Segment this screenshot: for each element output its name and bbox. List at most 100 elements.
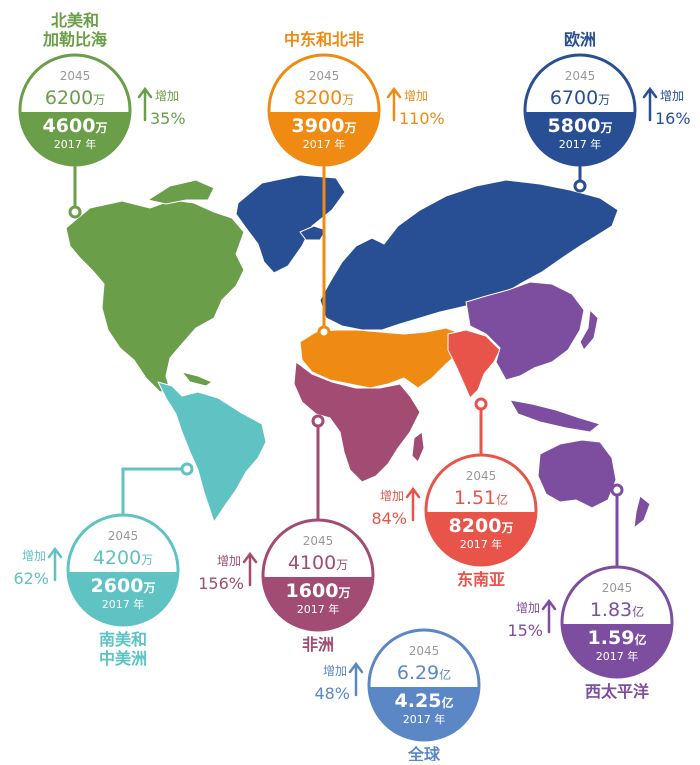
- global-current-value-line: 4.25亿: [395, 690, 454, 712]
- africa-future-value: 4100: [288, 552, 336, 574]
- mena-increase-percent: 110%: [399, 109, 445, 128]
- southeast-asia-current-value: 8200: [449, 515, 502, 537]
- western-pacific-current-value: 1.59: [588, 627, 635, 649]
- africa-future-year: 2045: [303, 534, 334, 548]
- south-america-current-unit: 万: [142, 581, 155, 595]
- southeast-asia-current-value-line: 8200万: [449, 515, 514, 537]
- map-region-europe: [319, 179, 619, 331]
- global-future-unit: 亿: [439, 667, 451, 682]
- south-america-connector-line: [121, 467, 187, 515]
- global-increase-label: 增加: [323, 664, 347, 678]
- north-america-circle-outline: [18, 53, 132, 167]
- mena-future-value: 8200: [294, 87, 342, 109]
- north-america-increase-percent: 35%: [150, 109, 186, 128]
- mena-location-dot: [317, 325, 331, 339]
- southeast-asia-increase-label: 增加: [380, 489, 404, 503]
- africa-name-line-1: 非洲: [302, 635, 334, 654]
- south-america-future-unit: 万: [141, 553, 153, 567]
- mena-current-value: 3900: [292, 115, 345, 137]
- southeast-asia-future-value-line: 1.51亿: [454, 487, 508, 509]
- north-america-future-value-line: 6200万: [45, 87, 105, 109]
- europe-increase-label: 增加: [660, 89, 684, 103]
- southeast-asia-current-year: 2017 年: [460, 537, 503, 551]
- western-pacific-current-year: 2017 年: [596, 649, 639, 663]
- map-region-southeast-asia: [447, 329, 501, 399]
- up-arrow-icon: [541, 598, 557, 634]
- africa-current-value: 1600: [286, 580, 339, 602]
- north-america-current-unit: 万: [94, 121, 107, 135]
- north-america-future-year: 2045: [60, 69, 91, 83]
- western-pacific-future-value-line: 1.83亿: [590, 599, 644, 621]
- europe-current-year: 2017 年: [559, 137, 602, 151]
- europe-increase-percent: 16%: [655, 109, 691, 128]
- europe-name-line-1: 欧洲: [564, 30, 596, 49]
- mena-current-year: 2017 年: [303, 137, 346, 151]
- europe-current-value: 5800: [548, 115, 601, 137]
- southeast-asia-future-year: 2045: [466, 469, 497, 483]
- south-america-current-value: 2600: [91, 575, 144, 597]
- north-america-name-line-2: 加勒比海: [42, 30, 107, 49]
- map-region-japan: [579, 309, 599, 351]
- up-arrow-icon: [348, 661, 364, 697]
- north-america-current-year: 2017 年: [54, 137, 97, 151]
- north-america-future-value: 6200: [45, 87, 93, 109]
- south-america-circle-outline: [66, 513, 180, 627]
- europe-current-value-line: 5800万: [548, 115, 613, 137]
- global-circle-outline: [367, 628, 481, 742]
- africa-increase-label: 增加: [217, 554, 241, 568]
- south-america-increase-percent: 62%: [13, 569, 49, 588]
- mena-future-year: 2045: [309, 69, 340, 83]
- europe-current-unit: 万: [599, 121, 612, 135]
- map-region-mena: [299, 327, 463, 389]
- global-future-year: 2045: [409, 644, 440, 658]
- north-america-increase-label: 增加: [155, 89, 179, 103]
- south-america-current-year: 2017 年: [102, 597, 145, 611]
- southeast-asia-current-unit: 万: [500, 521, 513, 535]
- south-america-future-year: 2045: [108, 529, 139, 543]
- africa-future-value-line: 4100万: [288, 552, 348, 574]
- western-pacific-increase-percent: 15%: [507, 621, 543, 640]
- connector-lines: [68, 165, 624, 567]
- south-america-future-value-line: 4200万: [93, 547, 153, 569]
- map-region-caribbean: [181, 371, 213, 387]
- mena-future-value-line: 8200万: [294, 87, 354, 109]
- western-pacific-current-unit: 亿: [634, 632, 646, 647]
- up-arrow-icon: [642, 86, 658, 122]
- mena-current-unit: 万: [343, 121, 356, 135]
- north-america-location-dot: [68, 205, 82, 219]
- map-region-arctic-islands: [147, 179, 215, 205]
- southeast-asia-circle-outline: [424, 453, 538, 567]
- africa-current-year: 2017 年: [297, 602, 340, 616]
- western-pacific-name-line-1: 西太平洋: [585, 682, 649, 701]
- up-arrow-icon: [405, 486, 421, 522]
- south-america-current-value-line: 2600万: [91, 575, 156, 597]
- map-region-east-asia: [465, 281, 585, 381]
- global-current-year: 2017 年: [403, 712, 446, 726]
- southeast-asia-location-dot: [474, 397, 488, 411]
- africa-current-value-line: 1600万: [286, 580, 351, 602]
- africa-current-unit: 万: [337, 586, 350, 600]
- europe-circle-outline: [523, 53, 637, 167]
- up-arrow-icon: [137, 86, 153, 122]
- north-america-future-unit: 万: [93, 93, 105, 107]
- southeast-asia-name-line-1: 东南亚: [457, 570, 505, 589]
- western-pacific-circle-outline: [560, 565, 674, 679]
- mena-future-unit: 万: [342, 93, 354, 107]
- africa-location-dot: [311, 414, 325, 428]
- map-region-australia: [537, 439, 617, 509]
- south-america-increase-label: 增加: [22, 549, 46, 563]
- world-map: [65, 174, 651, 529]
- southeast-asia-increase-percent: 84%: [371, 509, 407, 528]
- europe-location-dot: [573, 179, 587, 193]
- western-pacific-future-unit: 亿: [632, 604, 644, 619]
- western-pacific-future-year: 2045: [602, 581, 633, 595]
- western-pacific-location-dot: [610, 483, 624, 497]
